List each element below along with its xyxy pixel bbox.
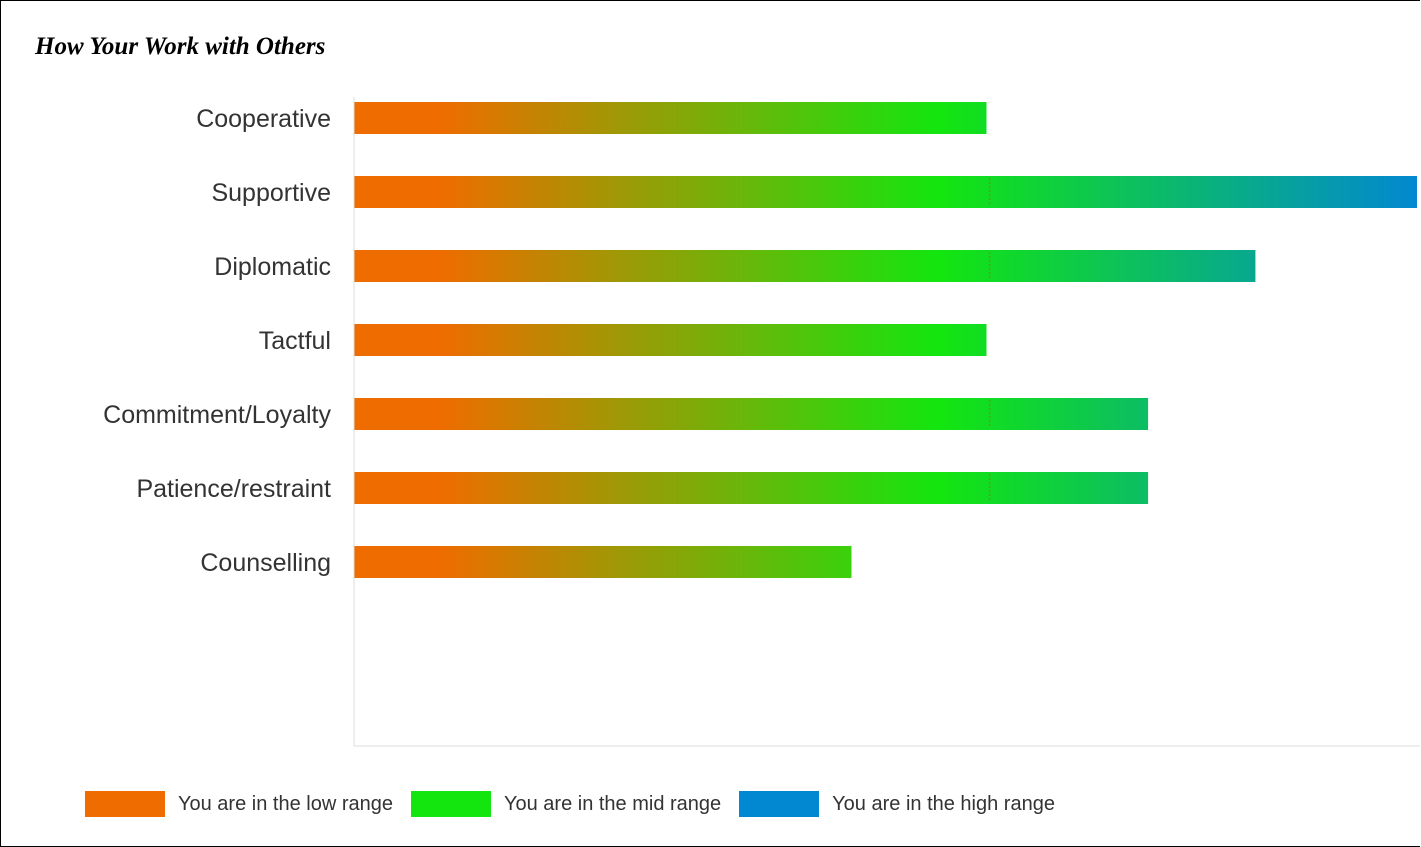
bar-supportive — [354, 176, 1417, 208]
category-label: Supportive — [211, 179, 331, 207]
legend: You are in the low range You are in the … — [85, 788, 1073, 820]
chart-title: How Your Work with Others — [35, 33, 326, 60]
legend-swatch-high — [739, 791, 820, 817]
category-label: Tactful — [259, 327, 331, 355]
legend-item-high: You are in the high range — [739, 791, 1055, 817]
category-label: Patience/restraint — [136, 475, 331, 503]
bar-patience-restraint — [354, 472, 1149, 504]
legend-swatch-mid — [410, 791, 491, 817]
bar-cooperative — [354, 102, 987, 134]
category-label: Diplomatic — [214, 253, 331, 281]
bar-counselling — [354, 546, 852, 578]
bar-diplomatic — [354, 250, 1256, 282]
category-label: Cooperative — [196, 105, 331, 133]
legend-item-mid: You are in the mid range — [410, 791, 722, 817]
category-label: Commitment/Loyalty — [103, 401, 331, 429]
legend-item-low: You are in the low range — [85, 791, 393, 817]
bar-tactful — [354, 324, 987, 356]
legend-label-high: You are in the high range — [832, 792, 1055, 815]
legend-label-mid: You are in the mid range — [503, 792, 722, 815]
legend-swatch-low — [85, 791, 165, 817]
legend-label-low: You are in the low range — [178, 792, 393, 815]
bar-commitment-loyalty — [354, 398, 1149, 430]
category-label: Counselling — [200, 549, 331, 577]
